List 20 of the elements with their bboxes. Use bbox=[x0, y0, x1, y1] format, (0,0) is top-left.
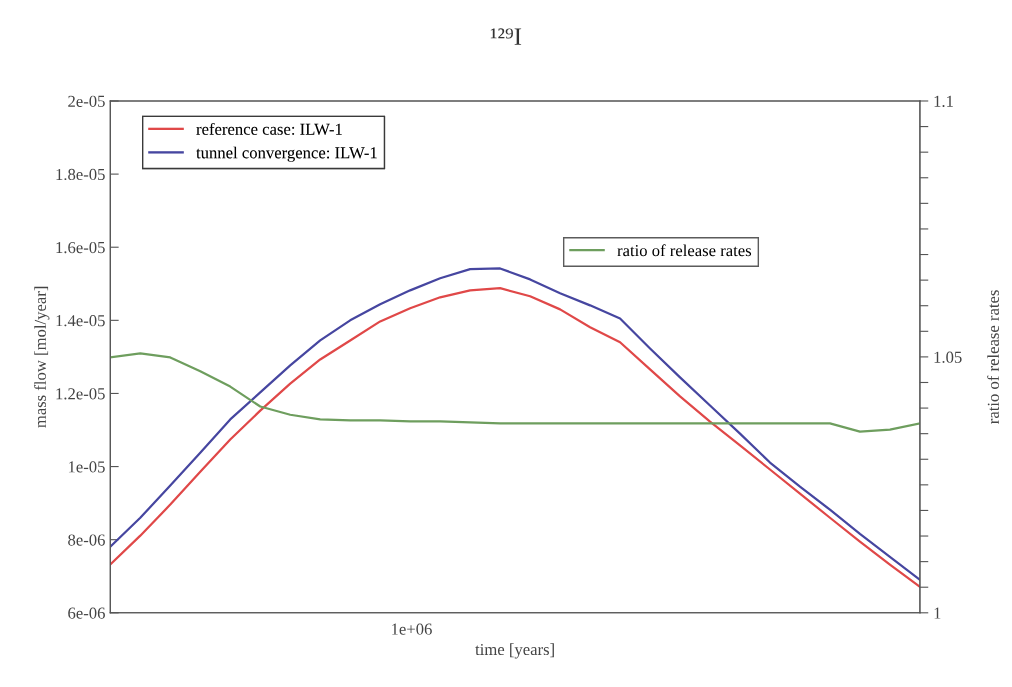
legend-label: ratio of release rates bbox=[617, 244, 752, 257]
chart-title: ¹²⁹I bbox=[490, 28, 522, 45]
y-tick-label: 2e-05 bbox=[68, 95, 105, 107]
text: 1e+06 bbox=[392, 623, 432, 635]
line-series bbox=[110, 352, 920, 433]
y-tick-label: 1.8e-05 bbox=[56, 168, 105, 181]
legend-label: reference case: ILW-1 bbox=[196, 122, 342, 135]
legend-label: tunnel convergence: ILW-1 bbox=[196, 146, 377, 162]
y-tick-label: 6e-06 bbox=[68, 607, 105, 619]
x-axis-title: time [years] bbox=[475, 643, 554, 659]
y-tick-label: 1.4e-05 bbox=[56, 315, 105, 327]
y-tick-label: 1e-05 bbox=[68, 461, 105, 473]
y2-tick-label: 1 bbox=[934, 607, 941, 619]
y-axis-title: mass flow [mol/year] bbox=[34, 286, 50, 428]
y2-tick-label: 1.1 bbox=[934, 95, 953, 108]
y-tick-label: 8e-06 bbox=[68, 534, 105, 546]
y-tick-label: 1.6e-05 bbox=[56, 241, 105, 254]
y2-tick-label: 1.05 bbox=[934, 351, 962, 363]
y-tick-label: 1.2e-05 bbox=[56, 388, 105, 400]
y2-axis-title: ratio of release rates bbox=[987, 290, 999, 424]
